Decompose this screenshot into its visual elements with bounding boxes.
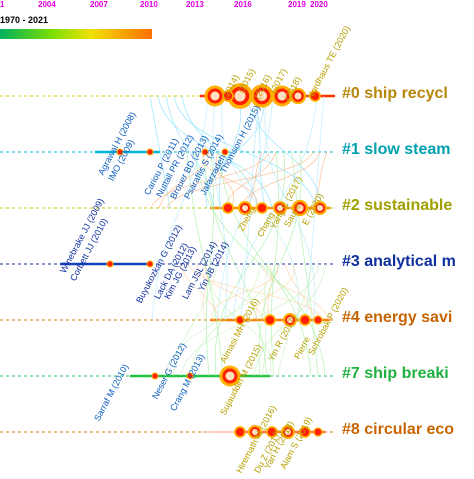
reference-node [222, 202, 234, 214]
reference-node-core [287, 317, 293, 323]
citation-link [179, 263, 221, 321]
reference-nodes [106, 83, 327, 439]
reference-node-core [257, 91, 267, 101]
citation-link [172, 263, 218, 377]
citation-link [202, 151, 268, 377]
year-label: 2004 [38, 0, 56, 9]
citation-link [165, 95, 215, 209]
year-label: 2020 [310, 0, 328, 9]
citation-link [187, 263, 323, 321]
reference-node [299, 426, 311, 438]
reference-node [256, 202, 268, 214]
reference-node-core [225, 371, 235, 381]
citation-link [260, 263, 330, 321]
citation-link [186, 151, 224, 377]
reference-node-core [285, 429, 291, 435]
citation-link [181, 95, 259, 209]
citation-link [255, 263, 295, 321]
citation-link [284, 263, 316, 321]
citation-link [246, 95, 324, 209]
cluster-label: #8 circular eco [342, 421, 455, 438]
reference-node-core [210, 91, 220, 101]
citation-link [264, 95, 316, 321]
year-label: 2007 [90, 0, 108, 9]
reference-node [106, 260, 114, 268]
reference-node [146, 260, 154, 268]
cluster-label: #3 analytical m [342, 253, 456, 270]
citation-link [158, 151, 212, 209]
citation-link [214, 151, 286, 377]
citation-link [291, 151, 319, 377]
cluster-label: #1 slow steam [342, 141, 451, 158]
reference-node [151, 372, 159, 380]
year-color-bar [0, 29, 152, 39]
reference-node-core [277, 205, 283, 211]
citation-link [195, 263, 265, 321]
reference-node [266, 426, 278, 438]
reference-node [309, 90, 321, 102]
reference-node [234, 426, 246, 438]
year-label: 2013 [186, 0, 204, 9]
reference-node [186, 372, 194, 380]
cluster-label: #0 ship recycl [342, 85, 448, 102]
reference-node [221, 148, 229, 156]
reference-node-core [234, 90, 246, 102]
citation-link [223, 151, 277, 209]
reference-node-core [252, 429, 258, 435]
citation-link [205, 95, 265, 209]
citation-link [149, 95, 171, 209]
citation-link [157, 95, 273, 209]
citation-link [151, 95, 209, 321]
citation-link [267, 263, 273, 321]
reference-node [235, 315, 245, 325]
reference-node [222, 90, 234, 102]
citation-link [202, 151, 258, 209]
citation-link [239, 151, 321, 209]
reference-node [146, 148, 154, 156]
year-range-label: 1970 - 2021 [0, 15, 49, 25]
year-label: 2010 [140, 0, 158, 9]
citation-link [194, 151, 326, 377]
year-label: 2016 [234, 0, 252, 9]
cluster-label: #4 energy savi [342, 309, 453, 326]
reference-node [116, 148, 124, 156]
reference-node [264, 314, 276, 326]
citation-link [166, 151, 314, 209]
cluster-label: #2 sustainable [342, 197, 453, 214]
reference-node-core [294, 92, 302, 100]
reference-node-core [317, 205, 323, 211]
reference-node [313, 315, 323, 325]
reference-node [201, 148, 209, 156]
citation-link [219, 95, 241, 209]
cluster-label: #7 ship breaki [342, 365, 449, 382]
citation-link [212, 95, 228, 321]
reference-node [299, 314, 311, 326]
reference-node-core [242, 205, 248, 211]
citation-link [258, 151, 302, 377]
reference-node-core [277, 91, 287, 101]
citation-link [202, 263, 208, 321]
reference-node-core [296, 204, 304, 212]
citation-link [173, 95, 317, 209]
citation-link [180, 263, 320, 377]
citation-link [188, 263, 262, 377]
reference-node [313, 427, 323, 437]
citation-link [218, 151, 312, 377]
year-label: 2019 [288, 0, 306, 9]
year-label: 1 [0, 0, 5, 9]
citation-link [215, 151, 235, 209]
